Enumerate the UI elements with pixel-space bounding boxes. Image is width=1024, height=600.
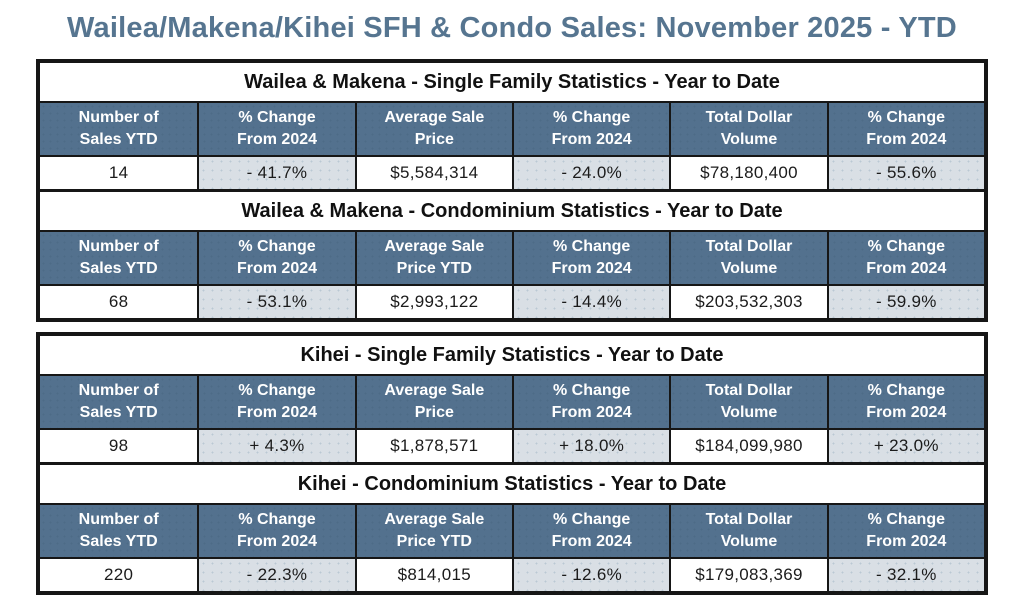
section-title: Kihei - Condominium Statistics - Year to…	[40, 465, 984, 505]
cell-sales-ytd: 68	[108, 292, 129, 311]
column-header-dollar-volume: Total Dollar Volume	[669, 376, 826, 428]
kihei-condo-section: Kihei - Condominium Statistics - Year to…	[40, 462, 984, 591]
cell-dollar-volume: $203,532,303	[669, 286, 826, 318]
cell-volume-change: - 55.6%	[826, 157, 984, 189]
cell-volume-change: - 59.9%	[826, 286, 984, 318]
wailea-makena-condo-section: Wailea & Makena - Condominium Statistics…	[40, 189, 984, 318]
cell-avg-price: $2,993,122	[354, 286, 512, 318]
column-header-avg-price: Average Sale Price YTD	[354, 505, 512, 557]
header-row: Number of Sales YTD % Change From 2024 A…	[40, 376, 984, 430]
data-row: 14 - 41.7% $5,584,314 - 24.0% $78,180,40…	[40, 157, 984, 189]
section-title: Kihei - Single Family Statistics - Year …	[40, 336, 984, 376]
wailea-makena-table-box: Wailea & Makena - Single Family Statisti…	[36, 59, 988, 322]
cell-dollar-volume: $78,180,400	[669, 157, 826, 189]
kihei-table-box: Kihei - Single Family Statistics - Year …	[36, 332, 988, 595]
cell-sales-change: - 41.7%	[197, 157, 355, 189]
section-title: Wailea & Makena - Single Family Statisti…	[40, 63, 984, 103]
column-header-sales-ytd: Number of Sales YTD	[78, 511, 159, 550]
header-row: Number of Sales YTD % Change From 2024 A…	[40, 505, 984, 559]
column-header-volume-change: % Change From 2024	[826, 505, 984, 557]
column-header-volume-change: % Change From 2024	[826, 376, 984, 428]
data-row: 220 - 22.3% $814,015 - 12.6% $179,083,36…	[40, 559, 984, 591]
column-header-sales-ytd: Number of Sales YTD	[78, 109, 159, 148]
cell-price-change: - 14.4%	[511, 286, 670, 318]
data-row: 68 - 53.1% $2,993,122 - 14.4% $203,532,3…	[40, 286, 984, 318]
cell-sales-ytd: 98	[108, 436, 129, 455]
column-header-dollar-volume: Total Dollar Volume	[669, 103, 826, 155]
column-header-sales-change: % Change From 2024	[197, 505, 354, 557]
header-row: Number of Sales YTD % Change From 2024 A…	[40, 103, 984, 157]
page-title: Wailea/Makena/Kihei SFH & Condo Sales: N…	[67, 12, 957, 44]
cell-price-change: + 18.0%	[511, 430, 670, 462]
column-header-dollar-volume: Total Dollar Volume	[669, 232, 826, 284]
cell-avg-price: $1,878,571	[354, 430, 512, 462]
header-row: Number of Sales YTD % Change From 2024 A…	[40, 232, 984, 286]
cell-sales-change: - 53.1%	[197, 286, 355, 318]
column-header-volume-change: % Change From 2024	[826, 232, 984, 284]
column-header-sales-ytd: Number of Sales YTD	[78, 382, 159, 421]
cell-price-change: - 12.6%	[511, 559, 670, 591]
column-header-price-change: % Change From 2024	[511, 505, 669, 557]
cell-sales-ytd: 220	[104, 565, 134, 584]
column-header-sales-change: % Change From 2024	[197, 103, 354, 155]
kihei-sfh-section: Kihei - Single Family Statistics - Year …	[40, 336, 984, 462]
cell-sales-change: - 22.3%	[197, 559, 355, 591]
column-header-dollar-volume: Total Dollar Volume	[669, 505, 826, 557]
cell-avg-price: $814,015	[354, 559, 512, 591]
column-header-price-change: % Change From 2024	[511, 376, 669, 428]
cell-sales-change: + 4.3%	[197, 430, 355, 462]
column-header-avg-price: Average Sale Price	[354, 376, 512, 428]
column-header-sales-change: % Change From 2024	[197, 376, 354, 428]
column-header-sales-change: % Change From 2024	[197, 232, 354, 284]
cell-price-change: - 24.0%	[511, 157, 670, 189]
column-header-avg-price: Average Sale Price YTD	[354, 232, 512, 284]
cell-volume-change: + 23.0%	[826, 430, 984, 462]
section-title: Wailea & Makena - Condominium Statistics…	[40, 192, 984, 232]
column-header-avg-price: Average Sale Price	[354, 103, 512, 155]
cell-avg-price: $5,584,314	[354, 157, 512, 189]
column-header-price-change: % Change From 2024	[511, 103, 669, 155]
cell-sales-ytd: 14	[108, 163, 129, 182]
cell-dollar-volume: $179,083,369	[669, 559, 826, 591]
data-row: 98 + 4.3% $1,878,571 + 18.0% $184,099,98…	[40, 430, 984, 462]
column-header-price-change: % Change From 2024	[511, 232, 669, 284]
column-header-volume-change: % Change From 2024	[826, 103, 984, 155]
column-header-sales-ytd: Number of Sales YTD	[78, 238, 159, 277]
wailea-makena-sfh-section: Wailea & Makena - Single Family Statisti…	[40, 63, 984, 189]
cell-dollar-volume: $184,099,980	[669, 430, 826, 462]
cell-volume-change: - 32.1%	[826, 559, 984, 591]
